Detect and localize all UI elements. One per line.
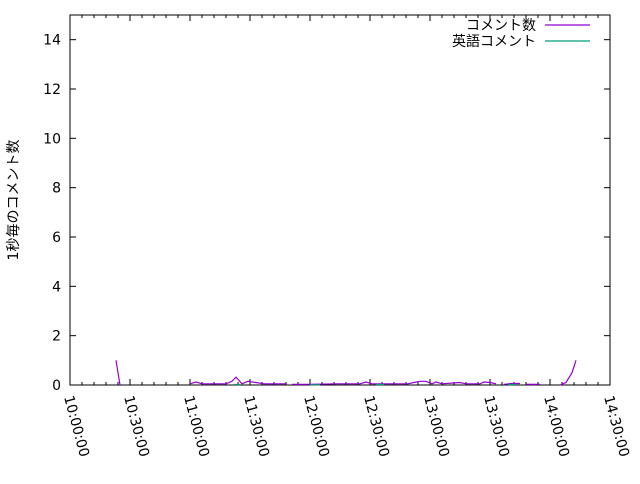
- series-line-1: [292, 380, 497, 385]
- x-tick-label: 14:00:00: [540, 394, 572, 459]
- series-line-1: [559, 360, 577, 386]
- x-tick-label: 12:00:00: [300, 394, 332, 459]
- y-tick-label: 10: [43, 131, 61, 147]
- x-tick-label: 10:00:00: [60, 394, 92, 459]
- x-tick-label: 13:30:00: [480, 394, 512, 459]
- series-group: [115, 360, 577, 386]
- y-tick-label: 12: [43, 82, 61, 98]
- y-tick-label: 4: [52, 279, 61, 295]
- legend-label: 英語コメント: [452, 33, 536, 50]
- series-line-1: [115, 360, 121, 386]
- series-line-1: [189, 376, 286, 385]
- x-tick-label: 14:30:00: [600, 394, 632, 459]
- legend-label: コメント数: [466, 18, 536, 34]
- plot-border: [69, 14, 611, 386]
- axes: 0 2 4 6 8 10 12 14 10:00:00 10:30:00 11:00:00 11:30…: [43, 14, 632, 459]
- x-tick-label: 12:30:00: [360, 394, 392, 459]
- y-tick-label: 14: [43, 33, 61, 49]
- y-axis-label: 1秒毎のコメント数: [6, 140, 22, 261]
- y-tick-label: 8: [52, 181, 61, 197]
- y-tick-label: 0: [52, 378, 61, 394]
- series-line-1: [503, 382, 520, 385]
- x-tick-label: 11:30:00: [240, 394, 272, 459]
- x-tick-label: 10:30:00: [120, 394, 152, 459]
- x-tick-label: 11:00:00: [180, 394, 212, 459]
- x-tick-label: 13:00:00: [420, 394, 452, 459]
- y-tick-label: 2: [52, 329, 61, 345]
- y-tick-label: 6: [52, 230, 61, 246]
